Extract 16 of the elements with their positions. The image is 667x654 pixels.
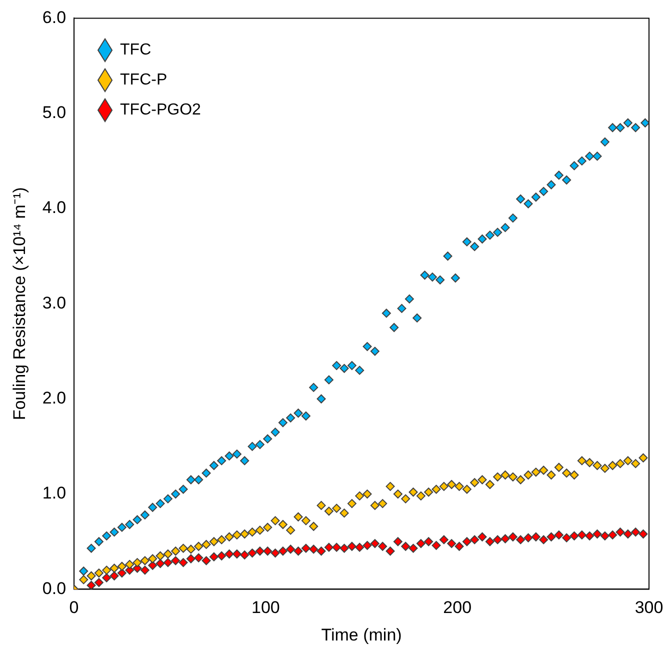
y-tick-label: 0.0 [42,578,66,598]
x-axis-title: Time (min) [321,625,402,644]
x-tick-label: 300 [634,598,664,618]
legend-label: TFC-P [120,72,168,89]
y-tick-label: 2.0 [42,388,66,408]
x-tick-label: 100 [252,598,280,618]
y-axis-title: Fouling Resistance (×10¹⁴ m⁻¹) [10,187,29,420]
y-tick-label: 1.0 [42,484,66,503]
y-tick-label: 6.0 [42,8,66,27]
x-tick-label: 200 [443,598,472,618]
y-tick-label: 5.0 [42,103,66,122]
legend-label: TFC-PGO2 [120,102,202,119]
y-tick-label: 4.0 [42,198,66,218]
legend-label: TFC [120,42,152,59]
x-tick-label: 0 [69,598,79,618]
y-tick-label: 3.0 [42,293,66,312]
